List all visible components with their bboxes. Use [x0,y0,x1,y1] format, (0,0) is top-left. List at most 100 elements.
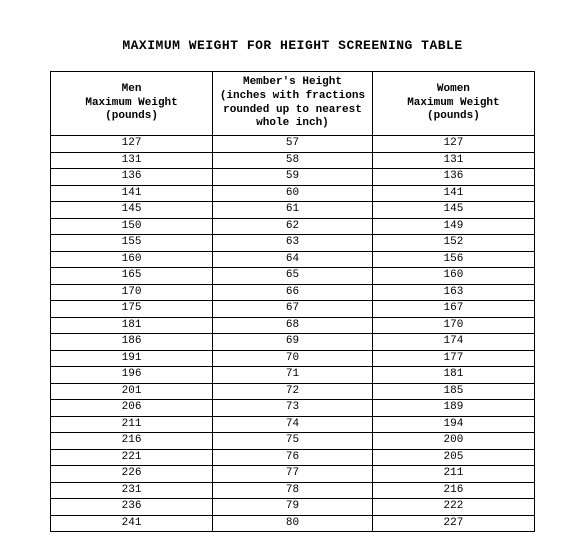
table-cell: 216 [372,482,534,499]
table-cell: 216 [51,433,213,450]
table-cell: 227 [372,515,534,532]
table-cell: 200 [372,433,534,450]
screening-table: MenMaximum Weight(pounds) Member's Heigh… [50,71,535,532]
table-cell: 136 [51,169,213,186]
table-row: 22677211 [51,466,535,483]
table-row: 18669174 [51,334,535,351]
table-cell: 66 [213,284,373,301]
table-cell: 196 [51,367,213,384]
table-header: MenMaximum Weight(pounds) Member's Heigh… [51,72,535,136]
table-cell: 69 [213,334,373,351]
table-cell: 231 [51,482,213,499]
table-cell: 167 [372,301,534,318]
col-header-men: MenMaximum Weight(pounds) [51,72,213,136]
table-row: 17066163 [51,284,535,301]
table-row: 23178216 [51,482,535,499]
table-cell: 177 [372,350,534,367]
table-cell: 174 [372,334,534,351]
table-cell: 71 [213,367,373,384]
table-row: 20673189 [51,400,535,417]
table-row: 13659136 [51,169,535,186]
table-cell: 201 [51,383,213,400]
table-cell: 131 [372,152,534,169]
table-cell: 165 [51,268,213,285]
table-row: 21675200 [51,433,535,450]
table-row: 20172185 [51,383,535,400]
table-cell: 131 [51,152,213,169]
table-cell: 65 [213,268,373,285]
table-cell: 73 [213,400,373,417]
table-row: 17567167 [51,301,535,318]
table-cell: 191 [51,350,213,367]
table-cell: 149 [372,218,534,235]
table-cell: 59 [213,169,373,186]
table-cell: 221 [51,449,213,466]
table-row: 16565160 [51,268,535,285]
table-cell: 160 [51,251,213,268]
table-cell: 236 [51,499,213,516]
table-cell: 75 [213,433,373,450]
table-row: 13158131 [51,152,535,169]
table-cell: 145 [372,202,534,219]
table-cell: 186 [51,334,213,351]
table-row: 22176205 [51,449,535,466]
page-title: MAXIMUM WEIGHT FOR HEIGHT SCREENING TABL… [50,38,535,53]
table-cell: 163 [372,284,534,301]
table-cell: 241 [51,515,213,532]
table-cell: 74 [213,416,373,433]
table-cell: 145 [51,202,213,219]
table-row: 23679222 [51,499,535,516]
table-cell: 141 [51,185,213,202]
table-cell: 170 [51,284,213,301]
table-cell: 68 [213,317,373,334]
table-cell: 67 [213,301,373,318]
table-row: 21174194 [51,416,535,433]
table-row: 12757127 [51,136,535,153]
table-cell: 185 [372,383,534,400]
table-body: 1275712713158131136591361416014114561145… [51,136,535,532]
table-cell: 189 [372,400,534,417]
table-cell: 72 [213,383,373,400]
table-cell: 64 [213,251,373,268]
table-cell: 57 [213,136,373,153]
table-cell: 60 [213,185,373,202]
table-cell: 155 [51,235,213,252]
table-row: 19671181 [51,367,535,384]
table-cell: 58 [213,152,373,169]
table-cell: 136 [372,169,534,186]
col-header-women: WomenMaximum Weight(pounds) [372,72,534,136]
page: MAXIMUM WEIGHT FOR HEIGHT SCREENING TABL… [0,0,585,532]
table-cell: 70 [213,350,373,367]
table-cell: 170 [372,317,534,334]
table-cell: 205 [372,449,534,466]
table-row: 16064156 [51,251,535,268]
table-row: 14160141 [51,185,535,202]
table-cell: 181 [51,317,213,334]
table-cell: 175 [51,301,213,318]
table-cell: 78 [213,482,373,499]
table-cell: 160 [372,268,534,285]
table-cell: 181 [372,367,534,384]
table-cell: 206 [51,400,213,417]
table-cell: 79 [213,499,373,516]
table-row: 15563152 [51,235,535,252]
table-cell: 156 [372,251,534,268]
table-cell: 211 [372,466,534,483]
table-row: 18168170 [51,317,535,334]
table-cell: 77 [213,466,373,483]
table-cell: 226 [51,466,213,483]
table-row: 15062149 [51,218,535,235]
table-cell: 80 [213,515,373,532]
table-cell: 127 [51,136,213,153]
table-row: 14561145 [51,202,535,219]
table-cell: 63 [213,235,373,252]
table-row: 24180227 [51,515,535,532]
table-row: 19170177 [51,350,535,367]
table-cell: 127 [372,136,534,153]
table-cell: 211 [51,416,213,433]
table-cell: 150 [51,218,213,235]
col-header-height: Member's Height(inches with fractionsrou… [213,72,373,136]
table-cell: 152 [372,235,534,252]
table-cell: 76 [213,449,373,466]
table-cell: 222 [372,499,534,516]
